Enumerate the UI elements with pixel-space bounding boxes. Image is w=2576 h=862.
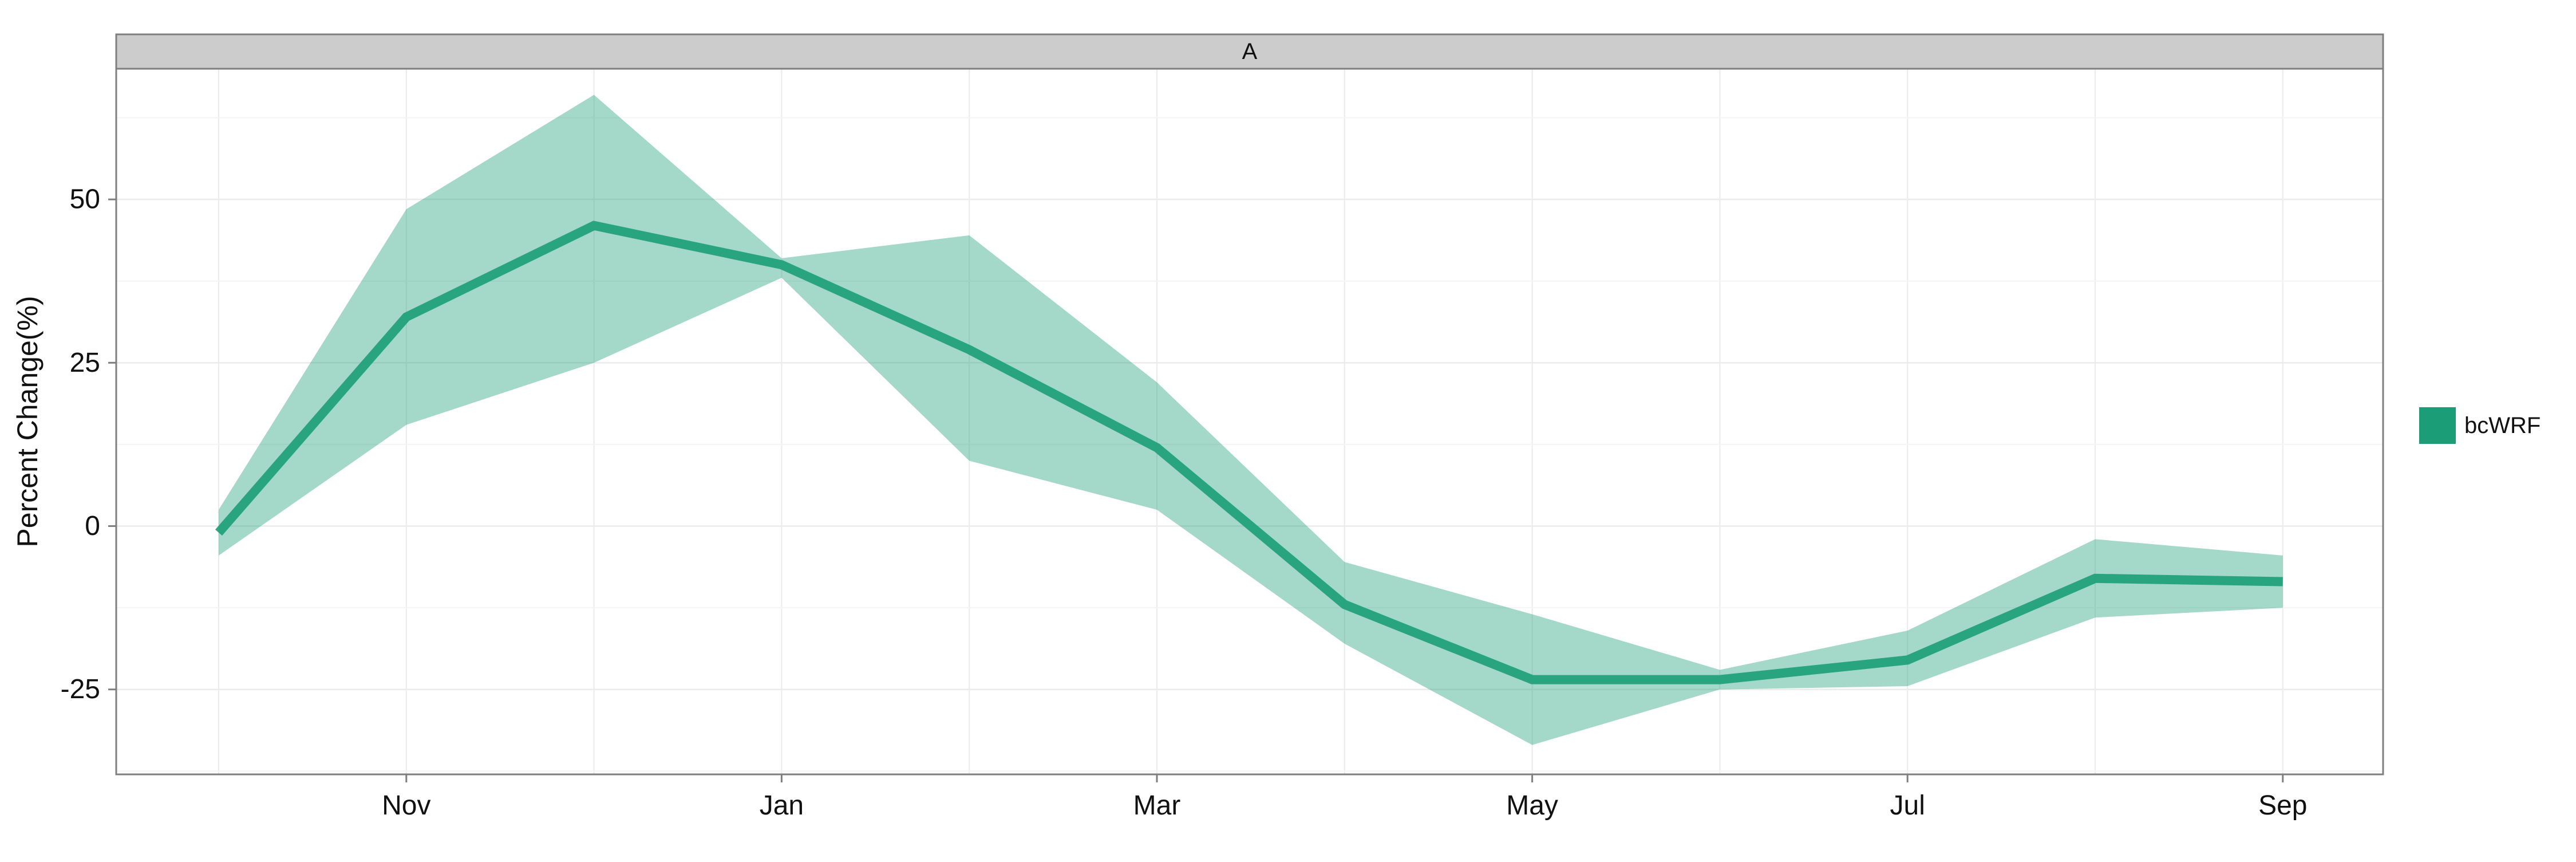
x-tick-label: Jan — [760, 790, 804, 821]
legend: bcWRF — [2417, 406, 2541, 446]
x-tick-label: Jul — [1890, 790, 1925, 821]
y-axis: -25 0 25 50 — [61, 184, 116, 705]
facet-strip-label: A — [1242, 39, 1258, 64]
plot-panel — [116, 69, 2383, 774]
y-tick-label: 25 — [70, 348, 100, 378]
legend-label-bcwrf: bcWRF — [2464, 413, 2541, 438]
legend-swatch-bcwrf — [2419, 407, 2456, 444]
x-axis: Nov Jan Mar May Jul Sep — [382, 774, 2307, 821]
y-tick-label: 0 — [85, 511, 100, 541]
x-tick-label: May — [1506, 790, 1558, 821]
y-tick-label: -25 — [61, 674, 100, 704]
x-tick-label: Mar — [1133, 790, 1181, 821]
x-tick-label: Sep — [2258, 790, 2307, 821]
y-axis-title: Percent Change(%) — [11, 296, 44, 547]
y-tick-label: 50 — [70, 184, 100, 215]
x-tick-label: Nov — [382, 790, 430, 821]
